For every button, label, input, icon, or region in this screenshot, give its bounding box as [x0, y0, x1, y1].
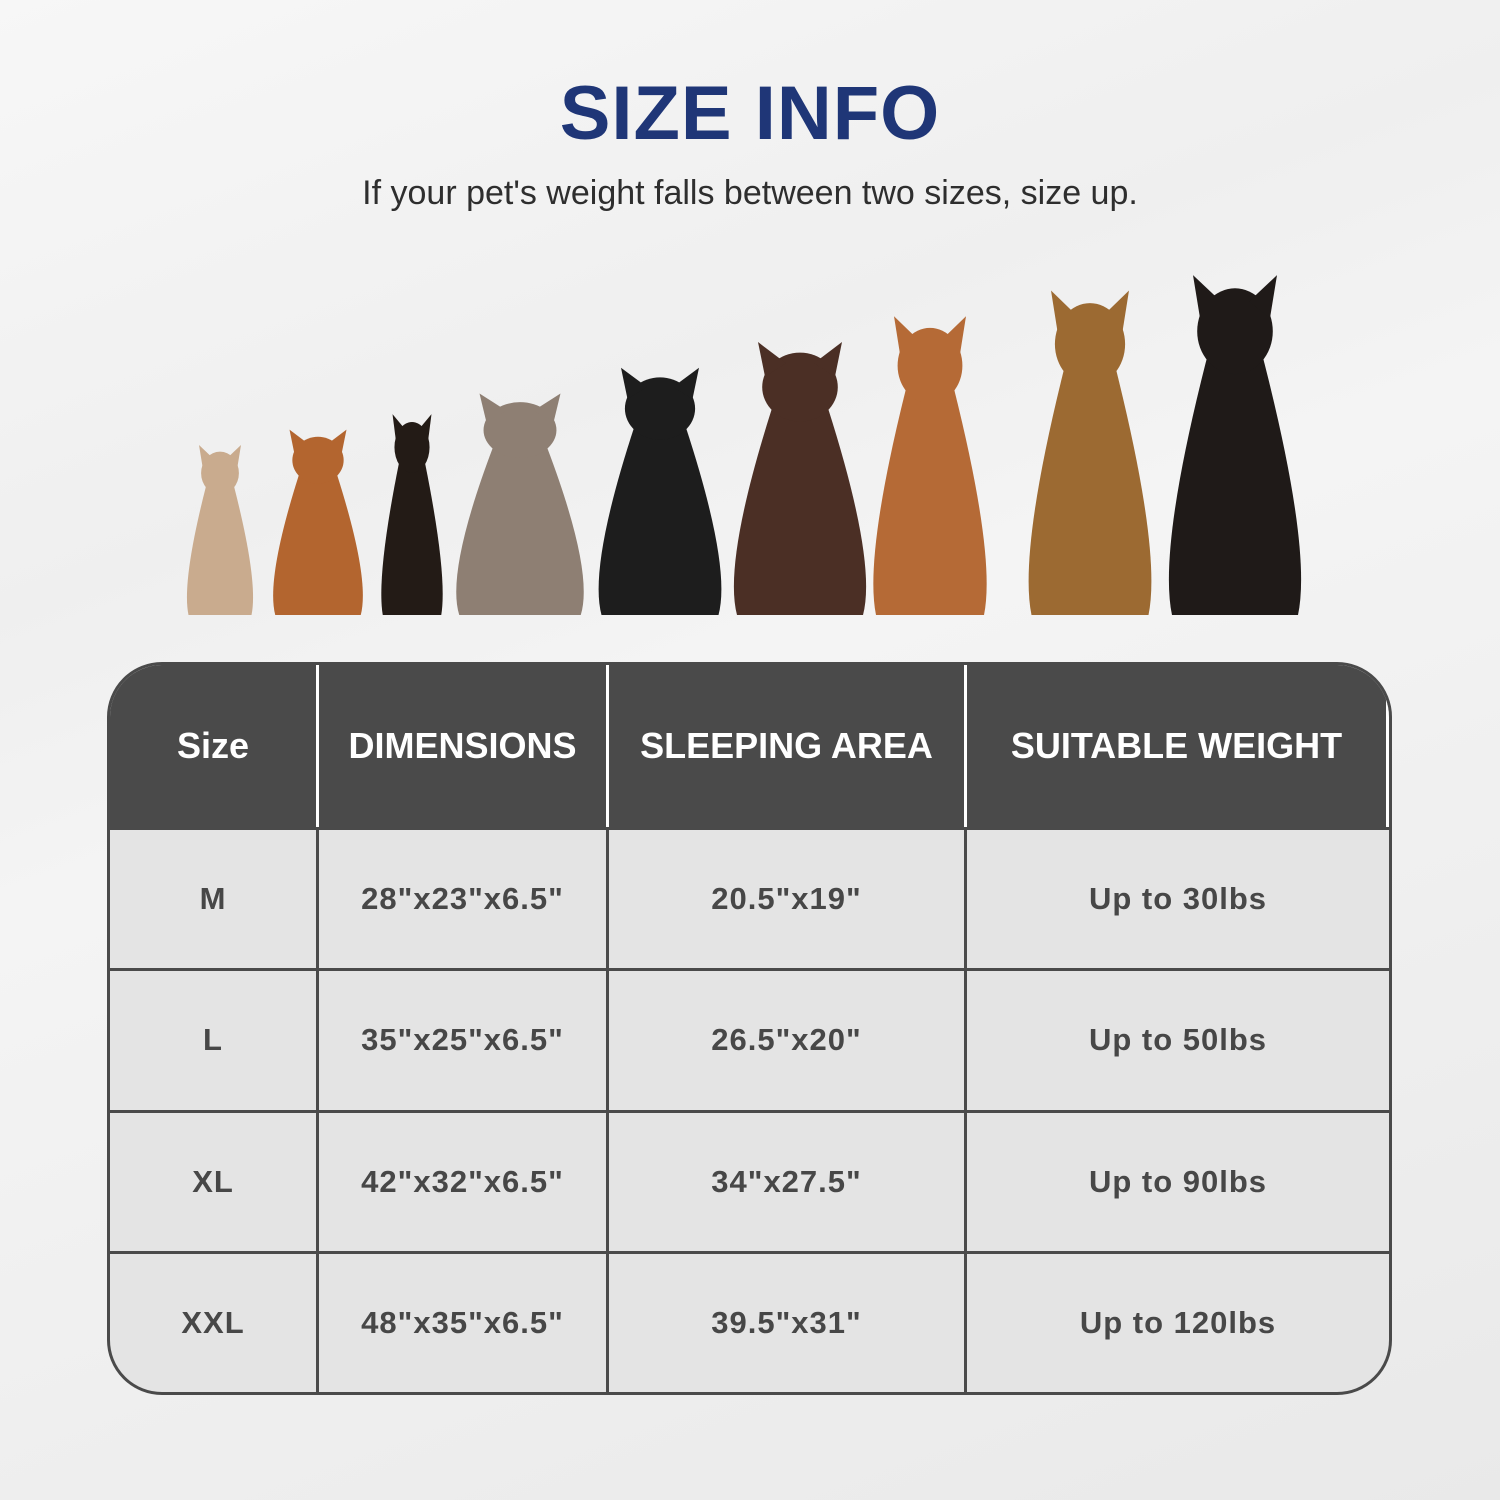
dog-bernese-mountain-dog — [1168, 275, 1302, 615]
size-table: Size DIMENSIONS SLEEPING AREA SUITABLE WEIG… — [107, 662, 1392, 1395]
dog-miniature-pinscher — [381, 414, 443, 615]
column-header: SUITABLE WEIGHT — [967, 665, 1389, 827]
table-cell: Up to 90lbs — [967, 1109, 1389, 1251]
table-cell: 42"x32"x6.5" — [319, 1109, 609, 1251]
table-cell: XXL — [110, 1250, 319, 1392]
dog-bulldog — [456, 393, 584, 615]
page-title: SIZE INFO — [559, 71, 941, 156]
table-cell: 39.5"x31" — [609, 1250, 967, 1392]
table-cell: Up to 30lbs — [967, 827, 1389, 968]
column-header: SLEEPING AREA — [609, 665, 967, 827]
table-cell: XL — [110, 1109, 319, 1251]
column-header: Size — [110, 665, 319, 827]
dog-vizsla — [873, 316, 987, 615]
table-cell: 26.5"x20" — [609, 968, 967, 1110]
table-cell: Up to 50lbs — [967, 968, 1389, 1109]
table-cell: M — [110, 827, 319, 969]
dog-french-bulldog — [186, 445, 254, 615]
table-cell: 48"x35"x6.5" — [319, 1250, 609, 1392]
subtitle: If your pet's weight falls between two s… — [362, 174, 1138, 212]
dog-border-collie — [598, 367, 722, 615]
dog-labrador — [733, 342, 867, 615]
dog-german-shepherd — [1028, 290, 1152, 615]
column-header: DIMENSIONS — [319, 665, 609, 827]
table-cell: 34"x27.5" — [609, 1109, 967, 1251]
table-cell: 20.5"x19" — [609, 827, 967, 969]
table-cell: 35"x25"x6.5" — [319, 968, 609, 1110]
dog-cavalier-king-charles — [273, 429, 363, 615]
table-cell: L — [110, 968, 319, 1110]
dogs-lineup-image — [186, 275, 1302, 615]
table-cell: Up to 120lbs — [967, 1250, 1389, 1392]
table-cell: 28"x23"x6.5" — [319, 827, 609, 969]
